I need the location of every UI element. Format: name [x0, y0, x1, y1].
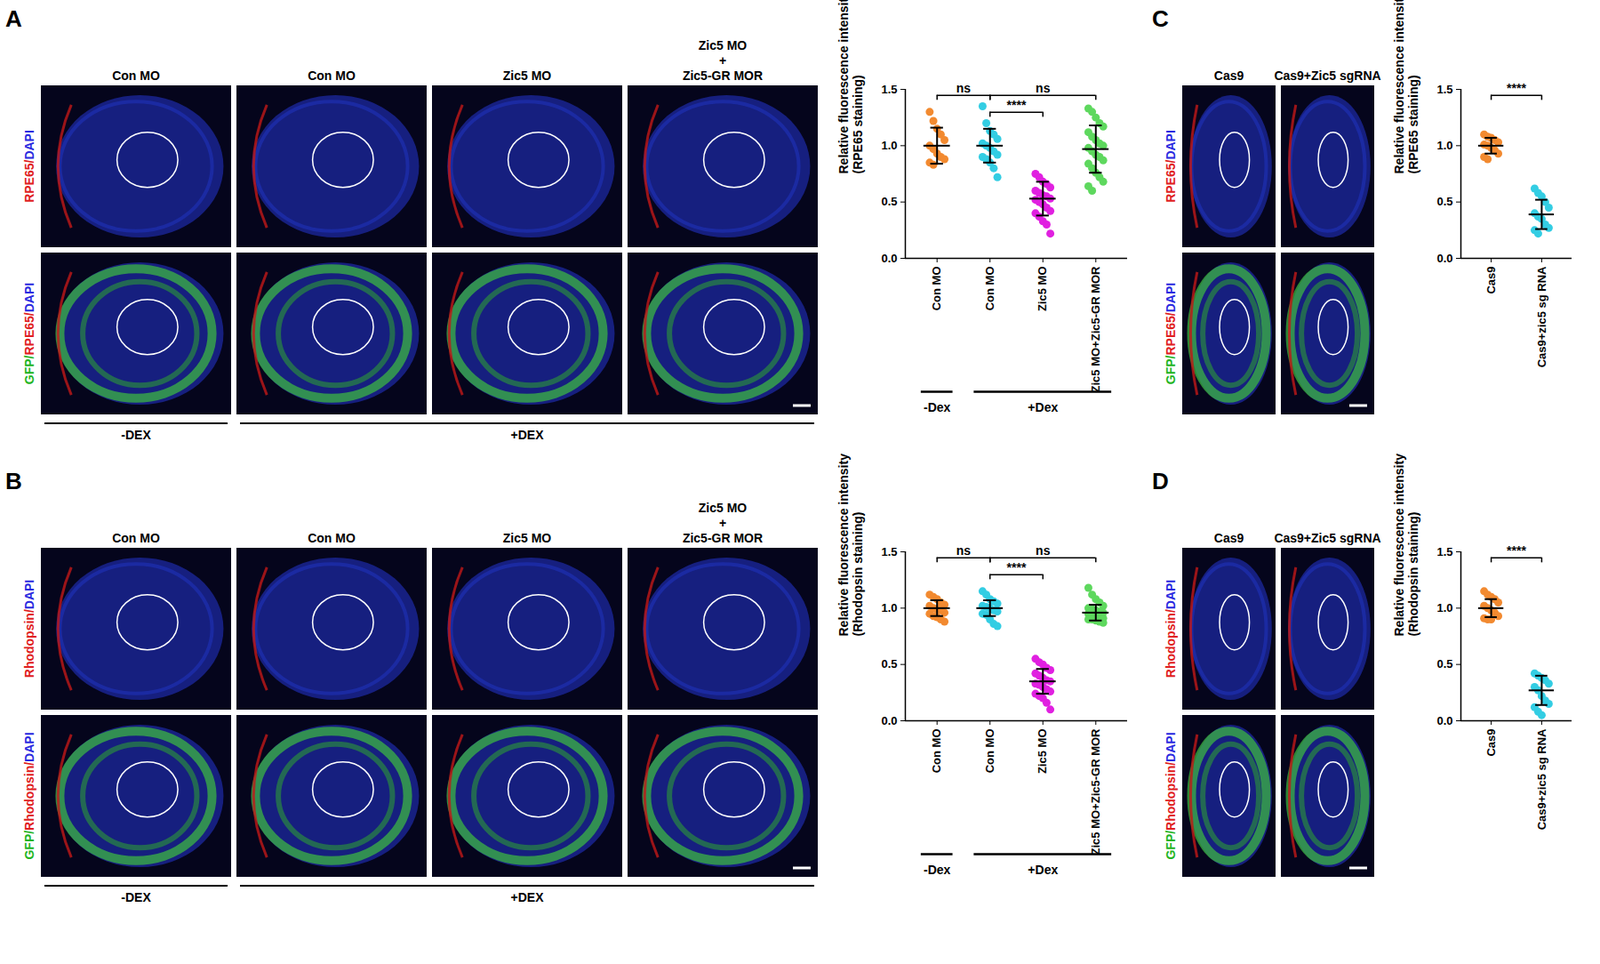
svg-text:Relative fluorescence intensit: Relative fluorescence intensity(RPE65 st…: [1392, 0, 1421, 175]
svg-text:-Dex: -Dex: [923, 400, 952, 415]
svg-text:Con MO: Con MO: [983, 728, 997, 774]
svg-text:1.5: 1.5: [1436, 82, 1453, 96]
svg-text:1.5: 1.5: [880, 544, 897, 559]
svg-text:RPE65/DAPI: RPE65/DAPI: [1163, 129, 1178, 203]
svg-text:Con MO: Con MO: [307, 530, 356, 545]
svg-text:Con MO: Con MO: [112, 68, 160, 83]
svg-text:1.0: 1.0: [1436, 138, 1453, 152]
svg-text:Cas9: Cas9: [1214, 530, 1245, 545]
svg-text:0.5: 0.5: [880, 194, 897, 208]
svg-text:Zic5 MO: Zic5 MO: [1035, 728, 1049, 775]
svg-text:Cas9+zic5 sg RNA: Cas9+zic5 sg RNA: [1535, 265, 1549, 368]
svg-text:Zic5 MO: Zic5 MO: [698, 500, 748, 515]
svg-text:0.0: 0.0: [880, 713, 897, 728]
svg-text:Zic5 MO: Zic5 MO: [698, 38, 748, 53]
svg-text:GFP/Rhodopsin/DAPI: GFP/Rhodopsin/DAPI: [1163, 731, 1178, 859]
svg-text:+DEX: +DEX: [511, 427, 545, 442]
svg-text:0.5: 0.5: [1436, 656, 1453, 671]
svg-text:GFP/Rhodopsin/DAPI: GFP/Rhodopsin/DAPI: [22, 731, 37, 859]
svg-text:D: D: [1152, 467, 1169, 495]
svg-text:-Dex: -Dex: [923, 862, 952, 877]
svg-text:Con MO: Con MO: [307, 68, 356, 83]
svg-text:1.5: 1.5: [880, 82, 897, 96]
svg-text:Relative fluorescence intensit: Relative fluorescence intensity(Rhodopsi…: [836, 453, 865, 637]
svg-text:+Dex: +Dex: [1027, 862, 1058, 877]
svg-text:Zic5 MO+Zic5-GR MOR: Zic5 MO+Zic5-GR MOR: [1088, 265, 1103, 393]
svg-text:1.5: 1.5: [1436, 544, 1453, 559]
svg-text:Con MO: Con MO: [112, 530, 160, 545]
svg-text:0.0: 0.0: [1436, 251, 1453, 265]
svg-text:A: A: [5, 5, 23, 32]
svg-text:Rhodopsin/DAPI: Rhodopsin/DAPI: [1163, 579, 1178, 678]
svg-text:1.0: 1.0: [880, 600, 897, 615]
svg-text:ns: ns: [1035, 80, 1051, 96]
svg-text:Zic5 MO: Zic5 MO: [503, 68, 552, 83]
svg-text:Con MO: Con MO: [929, 728, 944, 774]
svg-text:Cas9+zic5 sg RNA: Cas9+zic5 sg RNA: [1535, 728, 1549, 830]
svg-text:0.0: 0.0: [1436, 713, 1453, 728]
svg-text:1.0: 1.0: [1436, 600, 1453, 615]
svg-text:Relative fluorescence intensit: Relative fluorescence intensity(RPE65 st…: [836, 0, 865, 175]
svg-text:-DEX: -DEX: [120, 889, 152, 904]
svg-text:Cas9: Cas9: [1214, 68, 1245, 83]
svg-text:****: ****: [1007, 560, 1027, 575]
svg-text:****: ****: [1007, 97, 1027, 112]
svg-text:****: ****: [1506, 80, 1527, 96]
svg-text:1.0: 1.0: [880, 138, 897, 152]
svg-text:ns: ns: [956, 80, 972, 96]
svg-text:-DEX: -DEX: [120, 427, 152, 442]
svg-text:Cas9: Cas9: [1484, 728, 1498, 757]
svg-text:Cas9: Cas9: [1484, 266, 1498, 295]
svg-text:Zic5 MO+Zic5-GR MOR: Zic5 MO+Zic5-GR MOR: [1088, 728, 1103, 856]
svg-text:+DEX: +DEX: [511, 889, 545, 904]
svg-text:0.0: 0.0: [880, 251, 897, 265]
svg-text:C: C: [1152, 5, 1169, 32]
svg-text:Rhodopsin/DAPI: Rhodopsin/DAPI: [22, 579, 37, 678]
svg-text:+: +: [719, 53, 727, 68]
svg-text:Con MO: Con MO: [929, 266, 944, 312]
svg-text:Cas9+Zic5 sgRNA: Cas9+Zic5 sgRNA: [1273, 530, 1381, 545]
svg-text:GFP/RPE65/DAPI: GFP/RPE65/DAPI: [22, 282, 37, 384]
svg-text:Cas9+Zic5 sgRNA: Cas9+Zic5 sgRNA: [1273, 68, 1381, 83]
svg-text:B: B: [5, 467, 23, 495]
svg-text:ns: ns: [1035, 543, 1051, 558]
svg-text:****: ****: [1506, 543, 1527, 558]
svg-text:Zic5 MO: Zic5 MO: [503, 530, 552, 545]
svg-text:Con MO: Con MO: [983, 266, 997, 312]
svg-text:+: +: [719, 515, 727, 530]
svg-text:Zic5-GR MOR: Zic5-GR MOR: [682, 530, 763, 545]
svg-text:Zic5-GR MOR: Zic5-GR MOR: [682, 68, 763, 83]
svg-text:+Dex: +Dex: [1027, 400, 1058, 415]
svg-text:RPE65/DAPI: RPE65/DAPI: [22, 129, 37, 203]
svg-text:0.5: 0.5: [880, 656, 897, 671]
svg-text:GFP/RPE65/DAPI: GFP/RPE65/DAPI: [1163, 282, 1178, 384]
svg-text:0.5: 0.5: [1436, 194, 1453, 208]
svg-text:ns: ns: [956, 543, 972, 558]
svg-text:Zic5 MO: Zic5 MO: [1035, 266, 1049, 312]
svg-text:Relative fluorescence intensit: Relative fluorescence intensity(Rhodopsi…: [1392, 453, 1421, 637]
